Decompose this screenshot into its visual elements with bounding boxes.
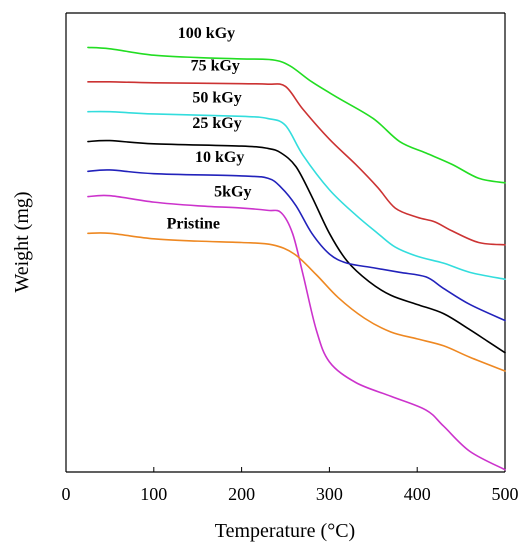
x-tick-label-200: 200: [228, 484, 255, 504]
x-tick-label-100: 100: [140, 484, 167, 504]
series-line-5kgy: [87, 194, 506, 471]
x-tick-label-300: 300: [316, 484, 343, 504]
series-label-100-kgy: 100 kGy: [178, 25, 235, 42]
series-label-50-kgy: 50 kGy: [192, 90, 241, 107]
plot-frame: [65, 12, 506, 473]
series-label-pristine: Pristine: [167, 216, 220, 233]
series-line-50-kgy: [87, 110, 506, 281]
x-tick-label-0: 0: [62, 484, 71, 504]
x-tick-label-400: 400: [404, 484, 431, 504]
series-labels: 100 kGy 75 kGy 50 kGy 25 kGy 10 kGy 5kGy Prist…: [167, 25, 252, 232]
x-axis-title: Temperature (°C): [215, 520, 355, 542]
x-ticks: 0 100 200 300 400 500: [62, 467, 519, 504]
series-lines: [87, 46, 506, 471]
series-line-pristine: [87, 232, 506, 372]
series-label-10-kgy: 10 kGy: [195, 149, 244, 166]
y-axis-title: Weight (mg): [11, 191, 33, 292]
x-tick-label-500: 500: [492, 484, 519, 504]
series-line-10-kgy: [87, 169, 506, 322]
series-label-5kgy: 5kGy: [214, 184, 251, 201]
series-line-100-kgy: [87, 46, 506, 184]
series-line-25-kgy: [87, 139, 506, 354]
series-line-75-kgy: [87, 80, 506, 246]
series-label-25-kgy: 25 kGy: [192, 115, 241, 132]
series-label-75-kgy: 75 kGy: [191, 57, 240, 74]
